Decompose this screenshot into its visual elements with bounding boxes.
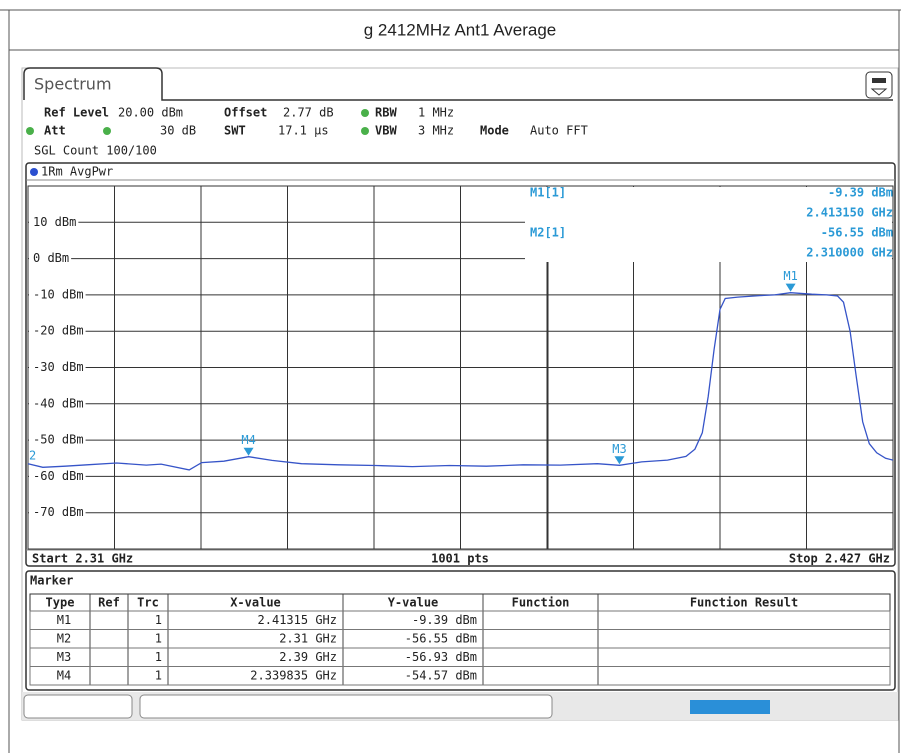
cell: 2.31 GHz (279, 631, 337, 645)
status-dot (361, 109, 369, 117)
setting-value: 20.00 dBm (118, 106, 183, 120)
label-bg (29, 505, 86, 520)
setting-value: 2.77 dB (283, 106, 334, 120)
marker-label: M1 (783, 269, 797, 283)
setting-value: 17.1 µs (278, 124, 329, 138)
points: 1001 pts (431, 552, 489, 566)
trace-dot (30, 168, 38, 176)
setting-label: Ref Level (44, 106, 109, 120)
setting-label: Att (44, 124, 66, 138)
column-header: Function (512, 596, 570, 610)
cell: M3 (57, 650, 71, 664)
readout-name: M1[1] (530, 186, 566, 200)
setting-value: Auto FFT (530, 124, 588, 138)
setting-value: 1 MHz (418, 106, 454, 120)
table-title: Marker (30, 574, 73, 588)
y-tick-label: -40 dBm (33, 396, 84, 410)
column-header: Y-value (388, 596, 439, 610)
column-header: Type (46, 596, 75, 610)
tab-label: Spectrum (34, 75, 112, 94)
icon-arrow (870, 88, 888, 96)
cell: -54.57 dBm (405, 668, 477, 682)
readout-freq: 2.413150 GHz (806, 206, 893, 220)
label-bg (29, 433, 86, 448)
status-box (23, 694, 133, 719)
status-dot (103, 127, 111, 135)
y-tick-label: -50 dBm (33, 433, 84, 447)
stop: Stop 2.427 GHz (789, 552, 890, 566)
setting-label: Mode (480, 124, 509, 138)
plot-frame (25, 162, 896, 567)
label-bg (29, 287, 86, 302)
icon[interactable] (865, 71, 893, 99)
title: g 2412MHz Ant1 Average (364, 20, 557, 39)
cell: -56.93 dBm (405, 650, 477, 664)
column-header: Ref (98, 596, 120, 610)
status-dot (26, 127, 34, 135)
cell: M4 (57, 668, 71, 682)
label-bg (29, 324, 86, 339)
label-bg (29, 360, 86, 375)
y-tick-label: 0 dBm (33, 251, 69, 265)
cell: -56.55 dBm (405, 631, 477, 645)
y-tick-label: -70 dBm (33, 505, 84, 519)
readout-level: -56.55 dBm (821, 226, 893, 240)
cell: M2 (57, 631, 71, 645)
cell: 2.39 GHz (279, 650, 337, 664)
cell: 1 (155, 613, 162, 627)
cell: 1 (155, 650, 162, 664)
readout-bg (525, 187, 892, 262)
marker (785, 283, 796, 292)
label-bg (29, 469, 86, 484)
marker-label: 2 (29, 448, 36, 462)
icon-bar (872, 78, 886, 83)
readout-freq: 2.310000 GHz (806, 246, 893, 260)
y-tick-label: -30 dBm (33, 360, 84, 374)
column-header: Function Result (690, 596, 798, 610)
y-tick-label: -60 dBm (33, 469, 84, 483)
column-header: Trc (137, 596, 159, 610)
marker-label: M3 (612, 442, 626, 456)
setting-label: Offset (224, 106, 267, 120)
y-tick-label: -20 dBm (33, 324, 84, 338)
setting-value: 3 MHz (418, 124, 454, 138)
y-tick-label: -10 dBm (33, 287, 84, 301)
cell: 2.339835 GHz (250, 668, 337, 682)
setting-label: RBW (375, 106, 397, 120)
label-bg (29, 215, 79, 230)
readout-level: -9.39 dBm (828, 186, 893, 200)
marker (243, 447, 254, 456)
cell: -9.39 dBm (412, 613, 477, 627)
cell: 1 (155, 631, 162, 645)
trace-label: 1Rm AvgPwr (41, 165, 113, 179)
label-bg (29, 396, 86, 411)
count: SGL Count 100/100 (34, 144, 157, 158)
setting-label: SWT (224, 124, 246, 138)
marker (614, 456, 625, 465)
start: Start 2.31 GHz (32, 552, 133, 566)
row (29, 666, 891, 686)
column-header: X-value (230, 596, 281, 610)
progress (690, 700, 770, 714)
trace (27, 292, 894, 471)
cell: M1 (57, 613, 71, 627)
status-box (139, 694, 553, 719)
setting-value: 30 dB (160, 124, 196, 138)
label-bg (29, 251, 72, 266)
readout-name: M2[1] (530, 226, 566, 240)
cell: 1 (155, 668, 162, 682)
setting-label: VBW (375, 124, 397, 138)
tab (23, 67, 893, 101)
marker-label: M4 (241, 433, 255, 447)
status-dot (361, 127, 369, 135)
cell: 2.41315 GHz (258, 613, 337, 627)
y-tick-label: 10 dBm (33, 215, 76, 229)
